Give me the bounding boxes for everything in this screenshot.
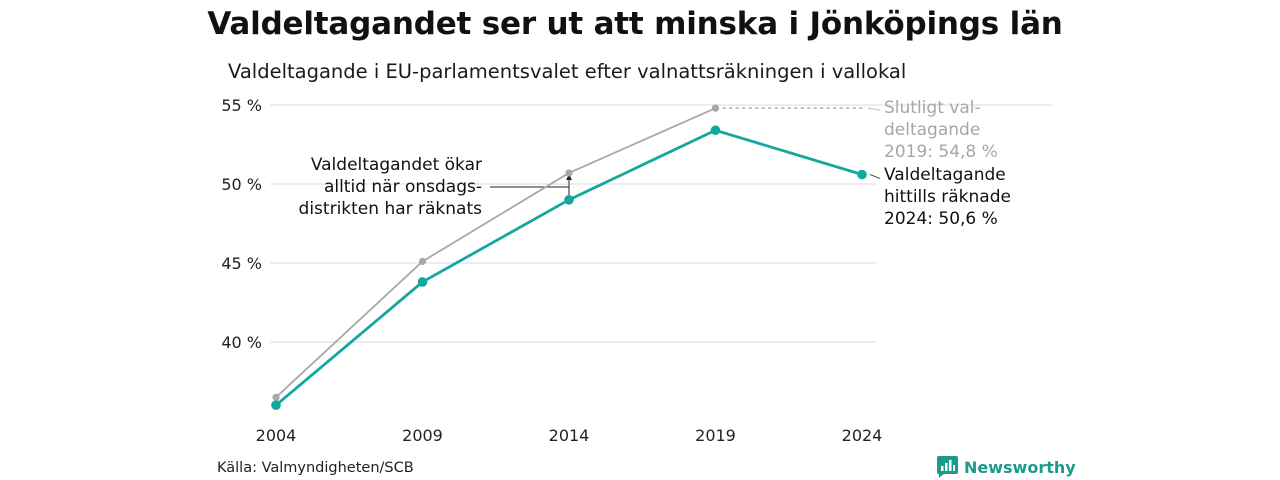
counted-turnout-point bbox=[710, 125, 721, 136]
counted-connector bbox=[869, 174, 881, 179]
x-tick-label: 2014 bbox=[549, 426, 590, 445]
y-tick-label: 40 % bbox=[221, 333, 262, 352]
final-turnout-line bbox=[275, 107, 716, 398]
grid-lines bbox=[270, 104, 1052, 343]
annotation-connectors bbox=[490, 107, 881, 198]
counted-turnout-point bbox=[857, 169, 867, 180]
newsworthy-logo[interactable]: Newsworthy bbox=[937, 456, 1076, 478]
chart-subtitle: Valdeltagande i EU-parlamentsvalet efter… bbox=[228, 60, 907, 83]
counted-annotation-line: Valdeltagande bbox=[884, 165, 1006, 185]
counted-turnout-point bbox=[271, 400, 281, 411]
onsdag-annotation-line: distrikten har räknats bbox=[299, 199, 483, 219]
final-turnout-point bbox=[418, 257, 427, 266]
final-annotation-line: deltagande bbox=[884, 120, 980, 140]
final-connector bbox=[867, 107, 881, 111]
chart-title: Valdeltagandet ser ut att minska i Jönkö… bbox=[207, 6, 1063, 42]
x-tick-label: 2024 bbox=[842, 426, 883, 445]
newsworthy-logo-text: Newsworthy bbox=[964, 457, 1076, 477]
counted-annotation-line: 2024: 50,6 % bbox=[884, 209, 998, 229]
counted-annotation-line: hittills räknade bbox=[884, 187, 1011, 207]
x-tick-label: 2019 bbox=[695, 426, 736, 445]
final-turnout-point bbox=[711, 104, 720, 112]
series-lines bbox=[275, 107, 863, 407]
y-tick-label: 50 % bbox=[221, 175, 262, 194]
counted-turnout-point bbox=[564, 195, 574, 205]
newsworthy-logo-icon bbox=[937, 456, 958, 478]
onsdag-annotation-line: Valdeltagandet ökar bbox=[311, 155, 482, 175]
onsdag-annotation-line: alltid när onsdags- bbox=[324, 177, 482, 197]
source-note: Källa: Valmyndigheten/SCB bbox=[217, 460, 414, 476]
x-tick-label: 2009 bbox=[402, 426, 443, 445]
final-turnout-point bbox=[272, 393, 280, 401]
y-tick-label: 55 % bbox=[221, 96, 262, 115]
onsdag-arrow-head bbox=[566, 173, 572, 180]
series-points bbox=[271, 104, 867, 411]
counted-turnout-point bbox=[417, 277, 428, 287]
y-axis-ticks: 40 % 45 % 50 % 55 % bbox=[221, 96, 262, 352]
x-axis-ticks: 2004 2009 2014 2019 2024 bbox=[256, 426, 883, 445]
final-annotation-line: Slutligt val- bbox=[884, 98, 981, 118]
final-turnout-point bbox=[565, 169, 573, 177]
final-annotation-line: 2019: 54,8 % bbox=[884, 142, 998, 162]
y-tick-label: 45 % bbox=[221, 254, 262, 273]
x-tick-label: 2004 bbox=[256, 426, 297, 445]
